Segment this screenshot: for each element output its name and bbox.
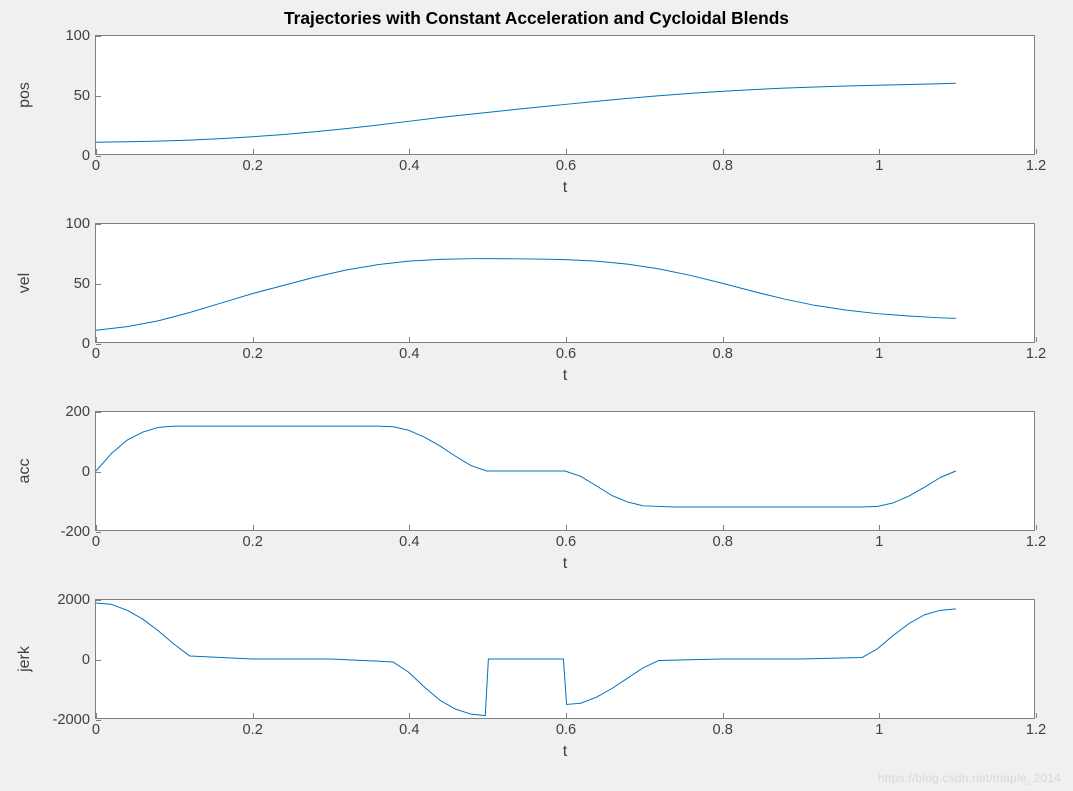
xtick-label: 1.2 (1026, 158, 1046, 174)
ylabel: jerk (16, 646, 34, 672)
ytick-label: 0 (82, 148, 90, 164)
ytick-label: -200 (61, 524, 90, 540)
ytick-label: 0 (82, 464, 90, 480)
xtick-label: 0.6 (556, 534, 576, 550)
xtick-label: 1 (875, 534, 883, 550)
ytick-label: 100 (66, 28, 90, 44)
xtick-label: 0 (92, 158, 100, 174)
figure-title: Trajectories with Constant Acceleration … (0, 8, 1073, 29)
ytick-label: -2000 (53, 712, 91, 728)
watermark-text: https://blog.csdn.net/maple_2014 (878, 771, 1061, 785)
axes: 00.20.40.60.811.2-2000200 (95, 411, 1035, 531)
xtick-label: 0.8 (712, 722, 732, 738)
ytick-label: 0 (82, 336, 90, 352)
xtick-label: 0.4 (399, 722, 419, 738)
xtick-label: 1.2 (1026, 534, 1046, 550)
xtick-label: 1.2 (1026, 722, 1046, 738)
ylabel: vel (16, 273, 34, 293)
xlabel: t (563, 555, 567, 573)
xtick-label: 0.6 (556, 158, 576, 174)
xtick-label: 1 (875, 346, 883, 362)
xtick-label: 0.2 (242, 534, 262, 550)
figure: Trajectories with Constant Acceleration … (0, 0, 1073, 791)
axes: 00.20.40.60.811.2-200002000 (95, 599, 1035, 719)
line-plot (96, 224, 1034, 342)
xtick-label: 0.6 (556, 346, 576, 362)
xtick-label: 1 (875, 722, 883, 738)
subplot-jerk: 00.20.40.60.811.2-200002000jerkt (95, 599, 1035, 719)
ylabel: acc (16, 459, 34, 484)
subplot-acc: 00.20.40.60.811.2-2000200acct (95, 411, 1035, 531)
xtick-label: 0.4 (399, 158, 419, 174)
xtick-label: 0.2 (242, 722, 262, 738)
xlabel: t (563, 367, 567, 385)
axes: 00.20.40.60.811.2050100 (95, 35, 1035, 155)
xtick-label: 0.4 (399, 346, 419, 362)
xtick-label: 0 (92, 534, 100, 550)
ytick-label: 100 (66, 216, 90, 232)
xtick-label: 0.8 (712, 346, 732, 362)
ytick-label: 0 (82, 652, 90, 668)
line-plot (96, 600, 1034, 718)
subplot-pos: 00.20.40.60.811.2050100post (95, 35, 1035, 155)
xtick-label: 0 (92, 346, 100, 362)
line-plot (96, 36, 1034, 154)
xtick-label: 0.4 (399, 534, 419, 550)
xlabel: t (563, 179, 567, 197)
ytick-label: 2000 (57, 592, 90, 608)
axes: 00.20.40.60.811.2050100 (95, 223, 1035, 343)
subplot-vel: 00.20.40.60.811.2050100velt (95, 223, 1035, 343)
ytick-label: 200 (66, 404, 90, 420)
xtick-label: 0.8 (712, 534, 732, 550)
ylabel: pos (16, 82, 34, 108)
xtick-label: 0.2 (242, 158, 262, 174)
xtick-label: 0.2 (242, 346, 262, 362)
xtick-label: 0 (92, 722, 100, 738)
xtick-label: 0.8 (712, 158, 732, 174)
ytick-label: 50 (74, 88, 90, 104)
ytick-label: 50 (74, 276, 90, 292)
line-plot (96, 412, 1034, 530)
xlabel: t (563, 743, 567, 761)
xtick-label: 1 (875, 158, 883, 174)
xtick-label: 0.6 (556, 722, 576, 738)
xtick-label: 1.2 (1026, 346, 1046, 362)
